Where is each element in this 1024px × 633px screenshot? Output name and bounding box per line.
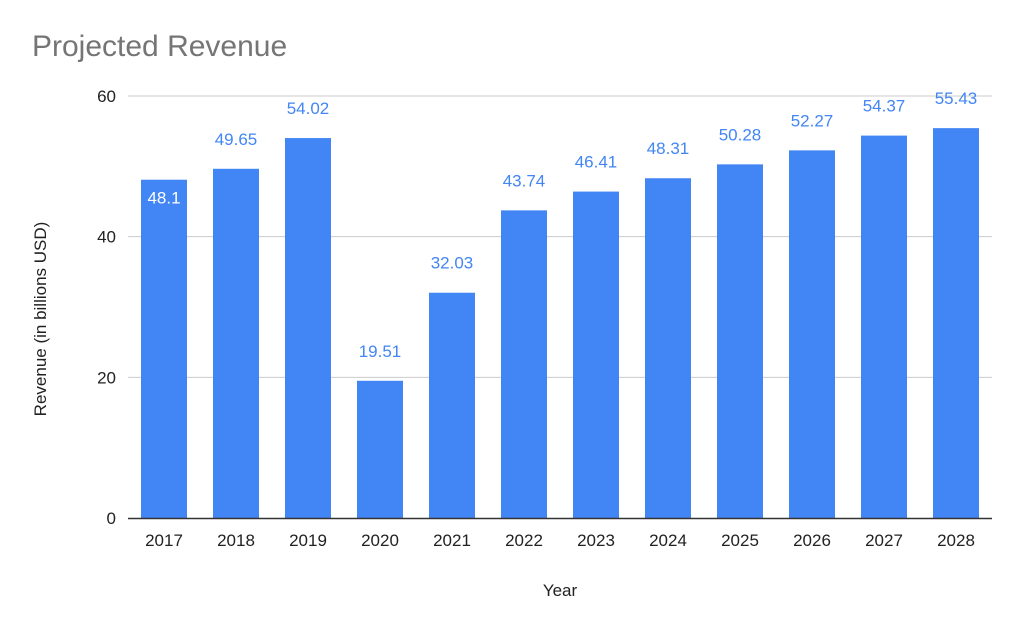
- y-tick-label: 40: [97, 228, 116, 247]
- x-tick-label-2021: 2021: [433, 531, 471, 550]
- x-tick-label-2017: 2017: [145, 531, 183, 550]
- y-tick-label: 0: [107, 509, 116, 528]
- bars: [141, 128, 979, 519]
- x-tick-label-2026: 2026: [793, 531, 831, 550]
- x-tick-label-2019: 2019: [289, 531, 327, 550]
- x-tick-label-2022: 2022: [505, 531, 543, 550]
- data-label-2023: 46.41: [575, 153, 618, 172]
- data-label-2019: 54.02: [287, 99, 330, 118]
- data-label-2022: 43.74: [503, 171, 546, 190]
- gridlines: [128, 95, 992, 378]
- x-tick-label-2018: 2018: [217, 531, 255, 550]
- bar-2024: [645, 178, 691, 518]
- y-tick-label: 60: [97, 87, 116, 106]
- y-tick-label: 20: [97, 368, 116, 387]
- data-label-2025: 50.28: [719, 125, 762, 144]
- bar-2027: [861, 135, 907, 519]
- bar-2021: [429, 292, 475, 518]
- data-label-2026: 52.27: [791, 111, 834, 130]
- bar-2022: [501, 210, 547, 518]
- x-axis-ticks: 2017 2018 2019 2020 2021 2022 2023 2024 2025 2026…: [145, 531, 975, 550]
- y-axis-label: Revenue (in billions USD): [31, 222, 50, 417]
- x-axis-label: Year: [543, 581, 578, 600]
- data-label-2027: 54.37: [863, 97, 906, 116]
- bar-2026: [789, 150, 835, 518]
- y-axis-ticks: 0 20 40 60: [97, 87, 116, 528]
- x-tick-label-2025: 2025: [721, 531, 759, 550]
- bar-2018: [213, 168, 259, 519]
- x-tick-label-2028: 2028: [937, 531, 975, 550]
- x-tick-label-2023: 2023: [577, 531, 615, 550]
- bar-2020: [357, 380, 403, 518]
- data-label-2017: 48.1: [147, 189, 180, 208]
- data-labels: 48.1 49.65 54.02 19.51 32.03 43.74 46.41 48.31 5…: [147, 89, 977, 361]
- bar-2019: [285, 138, 331, 518]
- data-label-2024: 48.31: [647, 139, 690, 158]
- x-tick-label-2020: 2020: [361, 531, 399, 550]
- bar-2025: [717, 164, 763, 518]
- data-label-2018: 49.65: [215, 130, 258, 149]
- chart-title: Projected Revenue: [32, 30, 287, 63]
- bar-2017: [141, 179, 187, 519]
- x-tick-label-2027: 2027: [865, 531, 903, 550]
- bar-2023: [573, 191, 619, 518]
- x-tick-label-2024: 2024: [649, 531, 687, 550]
- data-label-2020: 19.51: [359, 342, 402, 361]
- data-label-2021: 32.03: [431, 254, 474, 273]
- data-label-2028: 55.43: [935, 89, 978, 108]
- bar-2028: [933, 128, 979, 518]
